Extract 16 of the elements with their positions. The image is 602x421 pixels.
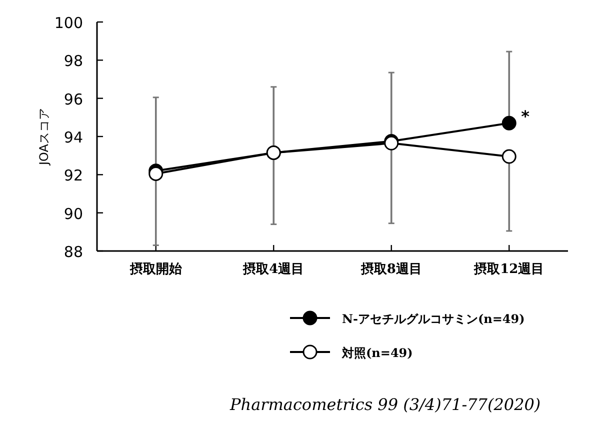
- x-tick-label: 摂取開始: [128, 262, 183, 277]
- annotation: *: [521, 107, 530, 126]
- x-tick-label: 摂取4週目: [242, 262, 304, 277]
- y-tick-label: 90: [64, 204, 83, 223]
- legend-label: 対照(n=49): [341, 346, 413, 360]
- y-tick-label: 88: [64, 243, 83, 261]
- y-tick-label: 100: [54, 14, 83, 32]
- y-tick-label: 94: [64, 128, 83, 146]
- legend-label: N-アセチルグルコサミン(n=49): [342, 312, 525, 326]
- text: Pharmacometrics 99 (3/4)71-77(2020): [229, 395, 541, 414]
- y-tick-label: 98: [64, 52, 83, 70]
- y-tick-label: 96: [64, 90, 83, 108]
- y-axis-title: JOAスコア: [37, 108, 51, 166]
- y-tick-label: 92: [64, 166, 83, 185]
- x-tick-label: 摂取8週目: [360, 262, 422, 277]
- x-tick-label: 摂取12週目: [473, 262, 544, 277]
